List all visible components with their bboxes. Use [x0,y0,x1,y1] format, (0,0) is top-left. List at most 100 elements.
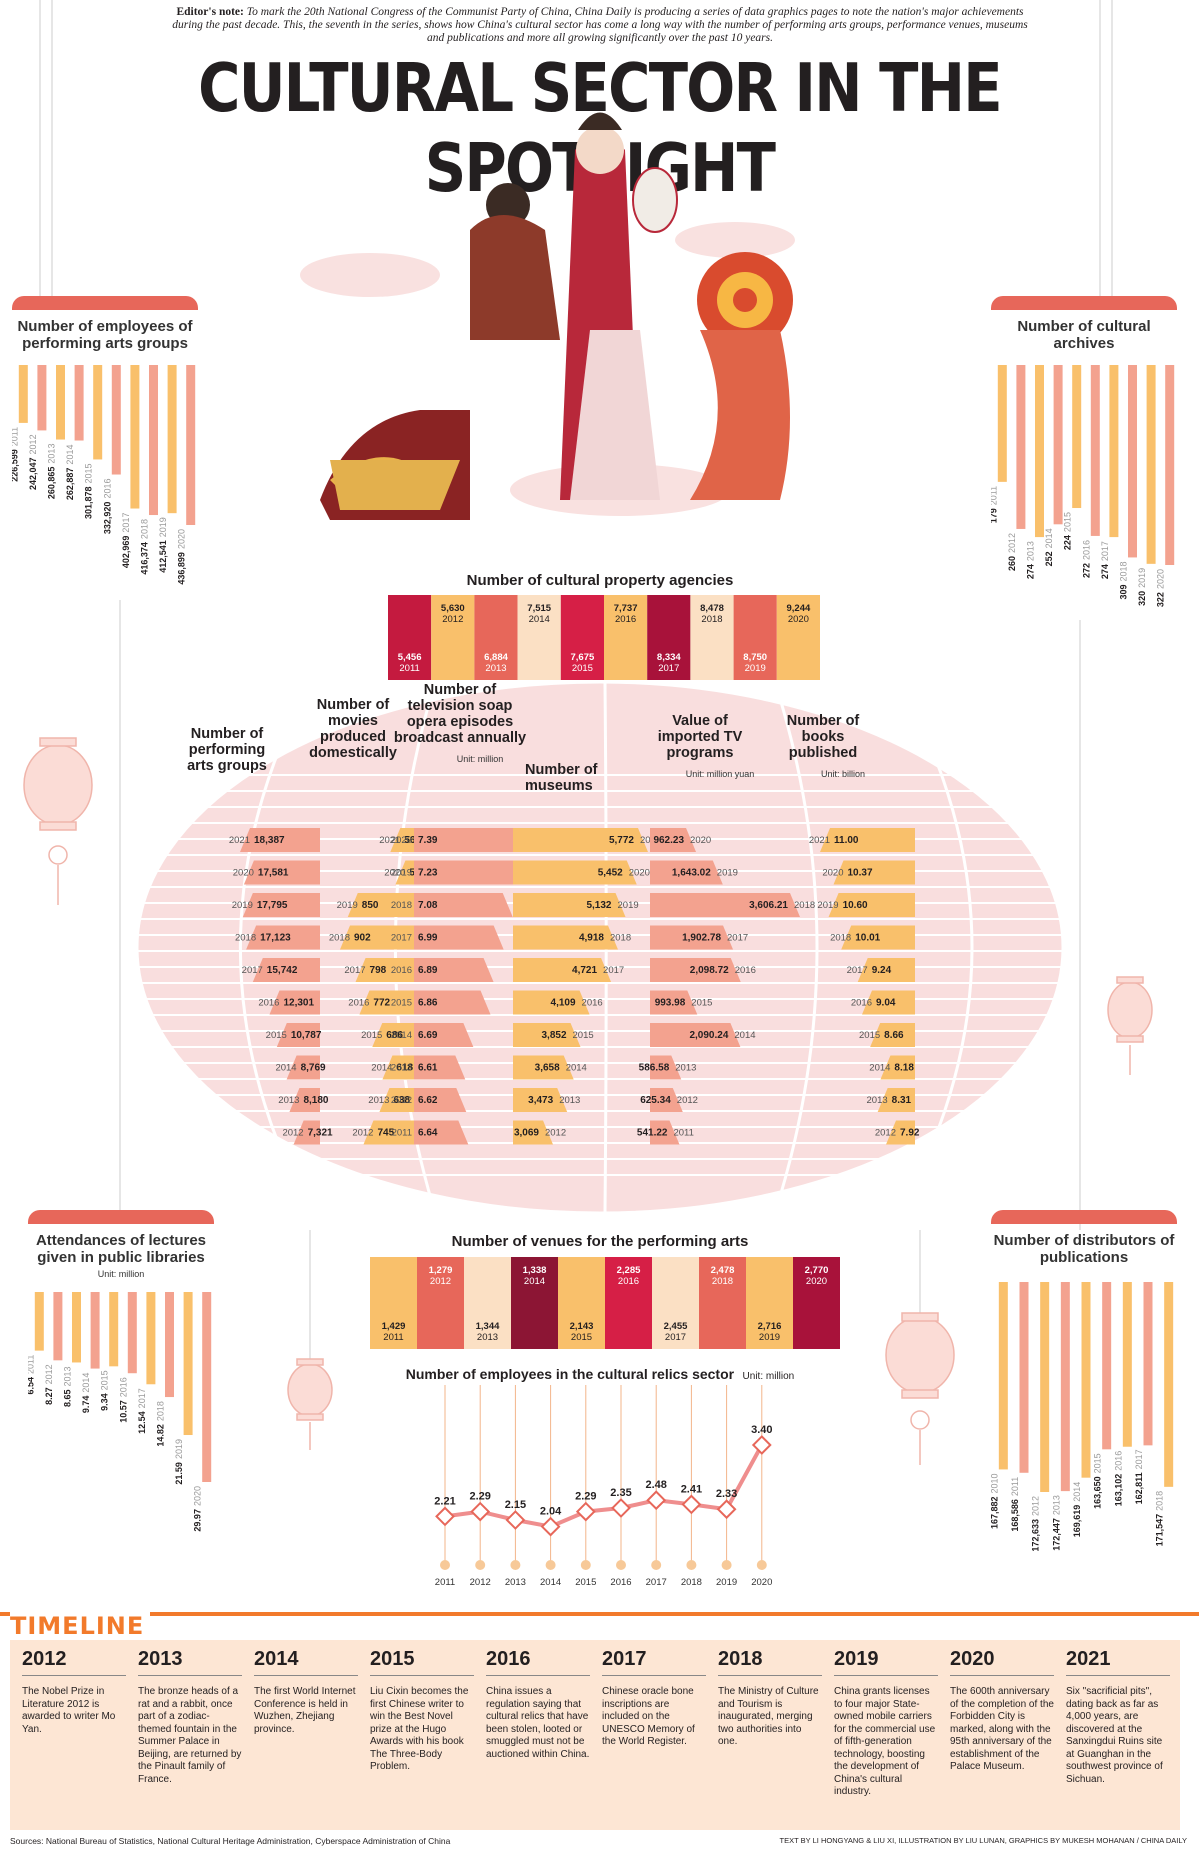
block-value: 1,338 [523,1265,547,1276]
lantern-bar-year: 2019 [337,900,358,911]
lantern-bar [650,958,741,982]
timeline-divider [22,1675,126,1676]
bar-value-label: 171,547 2018 [1155,1491,1165,1547]
bar [90,1292,100,1369]
lantern-bar-value: 6.99 [418,933,438,944]
panel-cap [991,1210,1177,1224]
lantern-bar [513,925,618,950]
lantern-bar-year: 2016 [258,998,279,1009]
lantern-bar [293,1120,320,1145]
relic-value: 2.29 [469,1491,490,1503]
bar-value-label: 6.54 2011 [28,1355,35,1395]
bar-year: 2014 [81,1373,91,1393]
timeline-band [10,1640,1180,1830]
bar-value: 168,586 [1010,1499,1020,1532]
bar [1102,1282,1112,1450]
lantern-bar [414,990,491,1015]
relic-year: 2017 [646,1577,667,1588]
bar-year: 2018 [156,1401,166,1421]
bar-value: 301,878 [84,486,94,519]
lantern-bar-value: 3,069 [514,1128,539,1139]
lantern-bar [513,828,648,852]
lantern-bar-value: 5,772 [609,835,634,846]
bar-year: 2014 [1044,528,1054,548]
lantern-bar-year: 2014 [869,1063,890,1074]
lantern-bar-year: 2013 [559,1095,580,1106]
lantern-bar [513,860,637,885]
block [690,595,734,680]
timeline-divider [486,1675,590,1676]
block-value: 8,334 [657,652,681,663]
bar-value: 252 [1044,551,1054,566]
relic-marker [611,1498,631,1518]
bar-value-label: 167,882 2010 [991,1473,999,1529]
bar [72,1292,81,1363]
block-year: 2013 [485,663,506,674]
timeline-divider [254,1675,358,1676]
bar [53,1292,63,1361]
bar-value: 29.97 [193,1509,203,1532]
block-year: 2011 [383,1332,403,1343]
lantern-bar-value: 3,658 [535,1063,560,1074]
lantern-bar-year: 2013 [867,1095,888,1106]
lantern-bar-year: 2015 [361,1030,382,1041]
lantern-bar-year: 2013 [391,1063,412,1074]
bar-value-label: 8.27 2012 [44,1364,54,1405]
timeline-text: The Nobel Prize in Literature 2012 is aw… [22,1686,116,1735]
lantern-bar-year: 2021 [809,835,830,846]
lantern-bar-year: 2015 [859,1030,880,1041]
bar-value-label: 172,447 2013 [1051,1495,1061,1551]
lantern-bar-value: 12,301 [283,998,314,1009]
block-year: 2015 [571,1332,592,1343]
bar [109,1292,119,1367]
bar-value: 309 [1119,584,1129,599]
lantern-bar-year: 2011 [392,1128,412,1139]
relic-year: 2020 [751,1577,772,1588]
relic-axis-dot [651,1560,662,1570]
lantern-bar-value: 5,132 [586,900,611,911]
timeline-divider [718,1675,822,1676]
relic-axis-dot [440,1560,450,1570]
bar [1072,365,1082,509]
bar-year: 2012 [1007,533,1017,553]
bar [998,1282,1008,1470]
lantern-bar [414,1120,469,1145]
bar-year: 2014 [65,445,75,465]
bar [18,365,28,423]
timeline-year: 2021 [1066,1648,1111,1670]
timeline-item: 2012 The Nobel Prize in Literature 2012 i… [22,1648,126,1736]
bar-value: 8.27 [44,1387,54,1405]
timeline-text: Chinese oracle bone inscriptions are inc… [602,1686,695,1747]
relic-value: 2.04 [540,1506,562,1518]
bar [56,365,65,440]
relic-year: 2015 [575,1577,596,1588]
lantern-bar-year: 2016 [851,998,872,1009]
timeline-item: 2016 China issues a regulation saying tha… [486,1648,590,1761]
block-year: 2015 [572,663,593,674]
lantern-column-title: produced [320,729,386,745]
block-year: 2020 [806,1276,827,1287]
lantern-bar-year: 2017 [727,933,748,944]
bar-value: 402,969 [121,536,131,569]
block [699,1257,746,1349]
lantern-column-title: museums [525,778,593,794]
block [431,595,475,680]
lantern-bar-value: 798 [370,965,387,976]
bar-value: 167,882 [991,1496,999,1529]
block [652,1257,699,1349]
bar-year: 2011 [28,1355,35,1374]
lantern-bar-year: 2014 [371,1063,392,1074]
bar-value: 8.65 [63,1389,73,1407]
bar-year: 2012 [1031,1496,1041,1516]
lantern-bar [862,990,915,1015]
lantern-bar-year: 2015 [691,998,712,1009]
bar-value-label: 416,374 2018 [140,519,150,575]
lantern-left-icon [23,737,93,905]
lantern-column-title: domestically [309,745,397,761]
lantern-bar-value: 17,581 [258,868,289,879]
lantern-bar-year: 2017 [242,965,263,976]
lantern-bar-year: 2021 [229,835,250,846]
lantern-bar-year: 2016 [348,998,369,1009]
timeline-item: 2018 The Ministry of Culture and Tourism … [718,1648,822,1749]
bar-value: 14.82 [156,1424,166,1447]
